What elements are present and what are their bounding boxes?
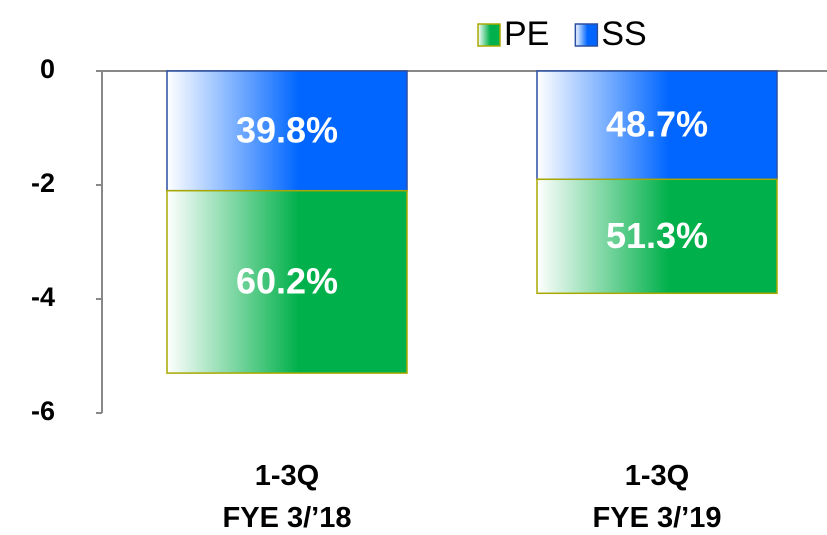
y-tick-label: -6 bbox=[31, 396, 55, 426]
y-tick-label: 0 bbox=[40, 54, 55, 84]
legend-swatch bbox=[477, 23, 501, 47]
data-label: 60.2% bbox=[236, 260, 338, 301]
x-tick-label: 1-3Q FYE 3/’18 bbox=[222, 460, 352, 534]
y-tick-label: -2 bbox=[31, 168, 55, 198]
data-label: 51.3% bbox=[606, 215, 708, 256]
data-label: 48.7% bbox=[606, 104, 708, 145]
y-tick-label: -4 bbox=[31, 282, 55, 312]
legend-swatch bbox=[574, 23, 599, 47]
x-tick-label: 1-3Q FYE 3/’19 bbox=[592, 460, 722, 534]
legend-label: SS bbox=[601, 15, 646, 53]
bar-segment bbox=[166, 189, 408, 374]
bar-segment bbox=[166, 70, 408, 192]
bar-segment bbox=[536, 178, 778, 295]
legend-label: PE bbox=[504, 15, 549, 53]
bar-segment bbox=[536, 70, 778, 181]
data-label: 39.8% bbox=[236, 109, 338, 150]
